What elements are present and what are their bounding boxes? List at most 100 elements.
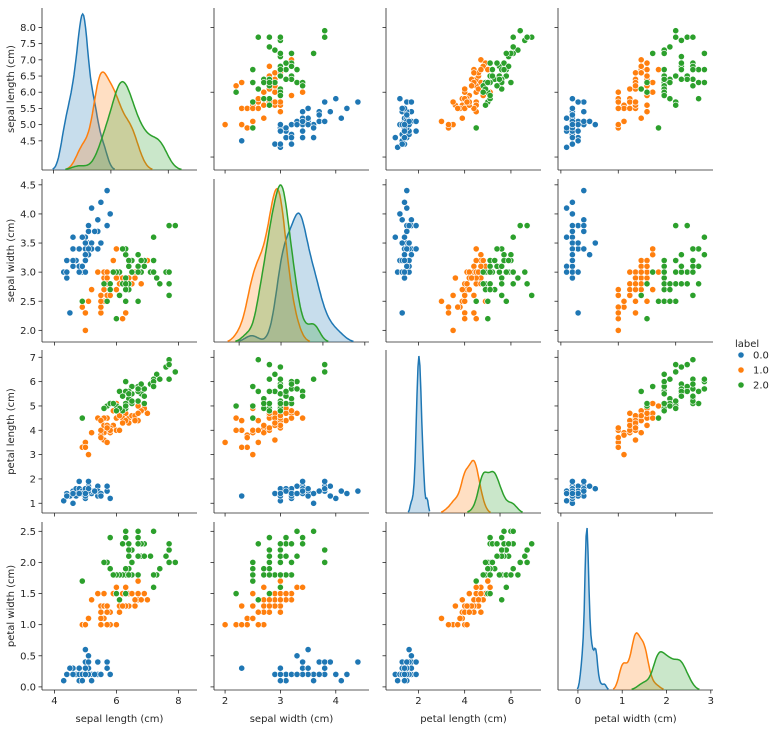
scatter-point-2.0	[695, 66, 702, 73]
scatter-point-2.0	[128, 397, 136, 405]
scatter-point-1.0	[134, 577, 142, 585]
scatter-point-0.0	[238, 664, 246, 672]
scatter-point-0.0	[569, 111, 576, 119]
scatter-point-2.0	[310, 375, 317, 383]
scatter-point-2.0	[125, 552, 133, 560]
scatter-point-2.0	[660, 400, 668, 407]
scatter-point-2.0	[683, 387, 691, 395]
scatter-point-2.0	[523, 546, 531, 554]
scatter-point-1.0	[288, 92, 295, 99]
scatter-point-2.0	[521, 552, 529, 560]
scatter-point-2.0	[249, 66, 257, 73]
scatter-point-0.0	[403, 187, 411, 194]
scatter-point-2.0	[140, 392, 148, 400]
scatter-point-2.0	[660, 286, 668, 293]
scatter-point-2.0	[695, 262, 702, 270]
scatter-point-1.0	[477, 66, 485, 73]
scatter-point-2.0	[689, 356, 697, 364]
scatter-point-1.0	[282, 417, 290, 424]
scatter-point-1.0	[637, 280, 645, 288]
scatter-point-2.0	[122, 280, 130, 288]
scatter-point-0.0	[403, 227, 411, 235]
scatter-point-0.0	[569, 198, 576, 206]
scatter-point-2.0	[701, 385, 708, 393]
scatter-point-2.0	[276, 50, 284, 57]
scatter-point-2.0	[683, 222, 691, 229]
scatter-point-2.0	[134, 251, 142, 259]
y-tick-label: 5	[30, 401, 36, 412]
scatter-point-2.0	[288, 50, 295, 57]
scatter-point-2.0	[165, 375, 173, 383]
scatter-point-1.0	[221, 121, 229, 128]
scatter-point-0.0	[321, 118, 329, 125]
scatter-point-0.0	[299, 127, 306, 135]
scatter-point-1.0	[97, 309, 105, 317]
scatter-point-2.0	[689, 257, 697, 264]
scatter-point-1.0	[620, 297, 628, 305]
scatter-point-0.0	[299, 118, 306, 125]
scatter-point-1.0	[82, 326, 89, 334]
scatter-point-0.0	[591, 121, 599, 128]
scatter-point-2.0	[660, 390, 668, 398]
scatter-point-0.0	[78, 262, 86, 270]
scatter-point-1.0	[449, 291, 457, 299]
scatter-point-0.0	[60, 497, 68, 505]
scatter-point-0.0	[94, 216, 102, 224]
scatter-point-2.0	[498, 596, 506, 604]
scatter-point-2.0	[672, 397, 680, 405]
scatter-point-0.0	[398, 216, 406, 224]
scatter-point-2.0	[493, 245, 501, 253]
scatter-point-2.0	[509, 268, 517, 276]
scatter-point-2.0	[660, 257, 668, 264]
scatter-point-1.0	[243, 124, 251, 132]
scatter-point-0.0	[310, 499, 317, 507]
scatter-point-0.0	[405, 222, 413, 229]
scatter-point-1.0	[249, 602, 257, 610]
scatter-point-1.0	[276, 108, 284, 116]
scatter-point-0.0	[82, 664, 89, 672]
scatter-point-2.0	[689, 268, 697, 276]
scatter-point-1.0	[643, 59, 651, 67]
x-tick-label: 3	[708, 696, 714, 707]
scatter-point-1.0	[632, 309, 639, 317]
scatter-point-2.0	[165, 268, 173, 276]
x-axis-label: sepal length (cm)	[76, 714, 164, 725]
scatter-point-2.0	[521, 268, 529, 276]
scatter-point-2.0	[689, 33, 697, 41]
scatter-point-2.0	[171, 222, 179, 229]
y-tick-label: 0.5	[20, 651, 36, 662]
scatter-point-1.0	[620, 303, 628, 311]
scatter-point-2.0	[500, 251, 508, 259]
scatter-point-0.0	[288, 134, 295, 141]
scatter-point-0.0	[63, 274, 71, 282]
scatter-point-2.0	[683, 75, 691, 83]
kde-fill-2.0	[235, 185, 329, 342]
scatter-point-1.0	[97, 434, 105, 441]
scatter-point-1.0	[454, 303, 462, 311]
scatter-point-1.0	[103, 274, 111, 282]
scatter-point-0.0	[394, 143, 401, 151]
scatter-point-2.0	[171, 368, 179, 376]
scatter-point-2.0	[486, 268, 494, 276]
scatter-point-0.0	[63, 257, 71, 264]
scatter-point-0.0	[586, 118, 593, 125]
scatter-point-0.0	[332, 95, 340, 103]
scatter-point-0.0	[66, 309, 74, 317]
scatter-point-1.0	[238, 417, 246, 424]
scatter-point-0.0	[563, 124, 570, 132]
scatter-point-2.0	[509, 565, 517, 573]
kde-fill-0.0	[52, 14, 115, 170]
scatter-point-2.0	[479, 571, 487, 579]
scatter-point-2.0	[472, 577, 480, 585]
scatter-point-1.0	[131, 596, 139, 604]
scatter-point-0.0	[103, 664, 111, 672]
scatter-point-1.0	[271, 436, 279, 444]
scatter-point-2.0	[689, 392, 697, 400]
scatter-point-0.0	[569, 222, 576, 229]
kde-line-0.0	[237, 212, 354, 343]
scatter-point-0.0	[276, 671, 284, 678]
scatter-point-1.0	[282, 590, 290, 597]
scatter-point-2.0	[689, 262, 697, 270]
scatter-point-0.0	[85, 658, 92, 666]
scatter-point-1.0	[293, 409, 301, 417]
